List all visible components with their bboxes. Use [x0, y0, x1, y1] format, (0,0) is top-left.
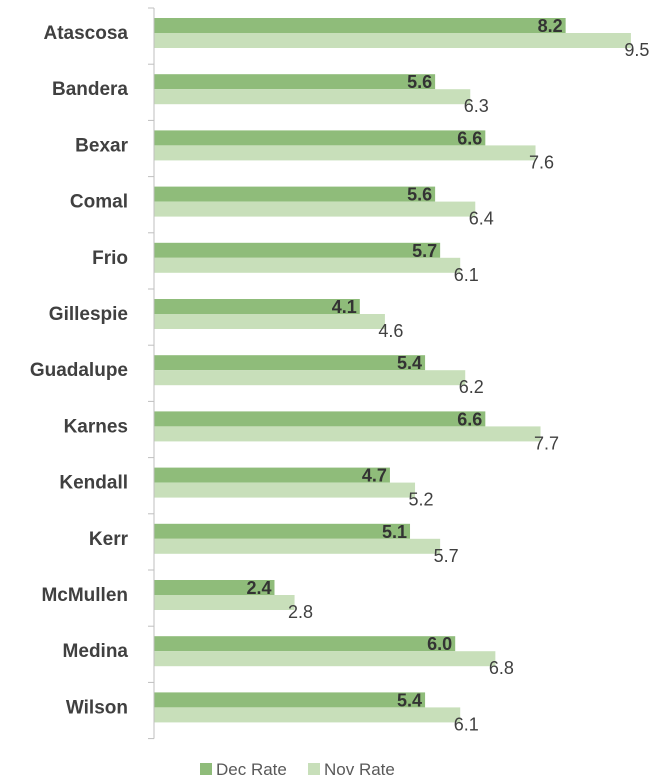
bar-nov-rate [154, 651, 496, 667]
bar-nov-rate [154, 89, 471, 105]
data-label-nov: 5.7 [434, 546, 459, 566]
bar-dec-rate [154, 186, 436, 202]
bar-nov-rate [154, 595, 295, 610]
data-label-nov: 6.8 [489, 658, 514, 678]
bar-dec-rate [154, 74, 436, 90]
bar-nov-rate [154, 257, 461, 273]
data-label-dec: 4.1 [332, 297, 357, 317]
bar-nov-rate [154, 707, 461, 723]
bar-nov-rate [154, 538, 441, 554]
bar-nov-rate [154, 201, 476, 217]
data-label-dec: 4.7 [362, 466, 387, 486]
data-label-nov: 7.6 [529, 152, 554, 172]
data-label-dec: 5.1 [382, 522, 407, 542]
bar-dec-rate [154, 242, 441, 258]
bar-nov-rate [154, 482, 416, 498]
bar-nov-rate [154, 426, 541, 442]
category-label: McMullen [41, 585, 128, 606]
plot-area: Atascosa 8.2 9.5 Bandera 5.6 6.3 Bexar 6.6 7.6 Co… [30, 7, 649, 740]
category-label: Medina [63, 641, 129, 662]
category-label: Guadalupe [30, 360, 128, 381]
bar-dec-rate [154, 355, 426, 371]
data-label-nov: 6.1 [454, 265, 479, 285]
legend-label-nov-rate: Nov Rate [324, 760, 395, 779]
category-label: Kerr [89, 529, 129, 550]
data-label-dec: 5.4 [397, 690, 422, 710]
legend: Dec Rate Nov Rate [200, 760, 395, 779]
data-label-nov: 2.8 [288, 602, 313, 622]
category-label: Kendall [59, 473, 128, 494]
data-label-nov: 7.7 [534, 433, 559, 453]
data-label-nov: 6.2 [459, 377, 484, 397]
data-label-dec: 5.4 [397, 353, 422, 373]
data-label-nov: 4.6 [378, 321, 403, 341]
data-label-dec: 8.2 [538, 16, 563, 36]
category-label: Comal [70, 192, 128, 213]
data-label-dec: 5.6 [407, 72, 432, 92]
data-label-nov: 5.2 [409, 490, 434, 510]
legend-swatch-nov-rate [308, 763, 320, 775]
category-label: Frio [92, 248, 128, 269]
data-label-dec: 5.7 [412, 241, 437, 261]
legend-label-dec-rate: Dec Rate [216, 760, 287, 779]
category-label: Wilson [66, 697, 128, 718]
legend-swatch-dec-rate [200, 763, 212, 775]
bar-dec-rate [154, 411, 486, 427]
bar-dec-rate [154, 523, 411, 539]
category-label: Gillespie [49, 304, 128, 325]
data-label-nov: 6.4 [469, 209, 494, 229]
bar-dec-rate [154, 130, 486, 146]
data-label-nov: 6.1 [454, 714, 479, 734]
data-label-dec: 6.0 [427, 634, 452, 654]
bar-dec-rate [154, 580, 275, 595]
bar-nov-rate [154, 370, 466, 386]
bar-dec-rate [154, 18, 566, 33]
data-label-dec: 2.4 [246, 578, 271, 598]
data-label-nov: 6.3 [464, 96, 489, 116]
data-label-dec: 6.6 [457, 128, 482, 148]
bar-dec-rate [154, 692, 426, 708]
bar-nov-rate [154, 314, 385, 329]
data-label-dec: 5.6 [407, 185, 432, 205]
data-label-dec: 6.6 [457, 409, 482, 429]
bar-nov-rate [154, 33, 631, 48]
bar-dec-rate [154, 299, 360, 314]
bar-dec-rate [154, 467, 390, 483]
category-label: Atascosa [44, 23, 129, 44]
bar-nov-rate [154, 145, 536, 161]
category-label: Bexar [75, 135, 128, 156]
bar-dec-rate [154, 636, 456, 652]
data-label-nov: 9.5 [624, 40, 649, 60]
category-label: Karnes [64, 416, 128, 437]
category-label: Bandera [52, 79, 128, 100]
